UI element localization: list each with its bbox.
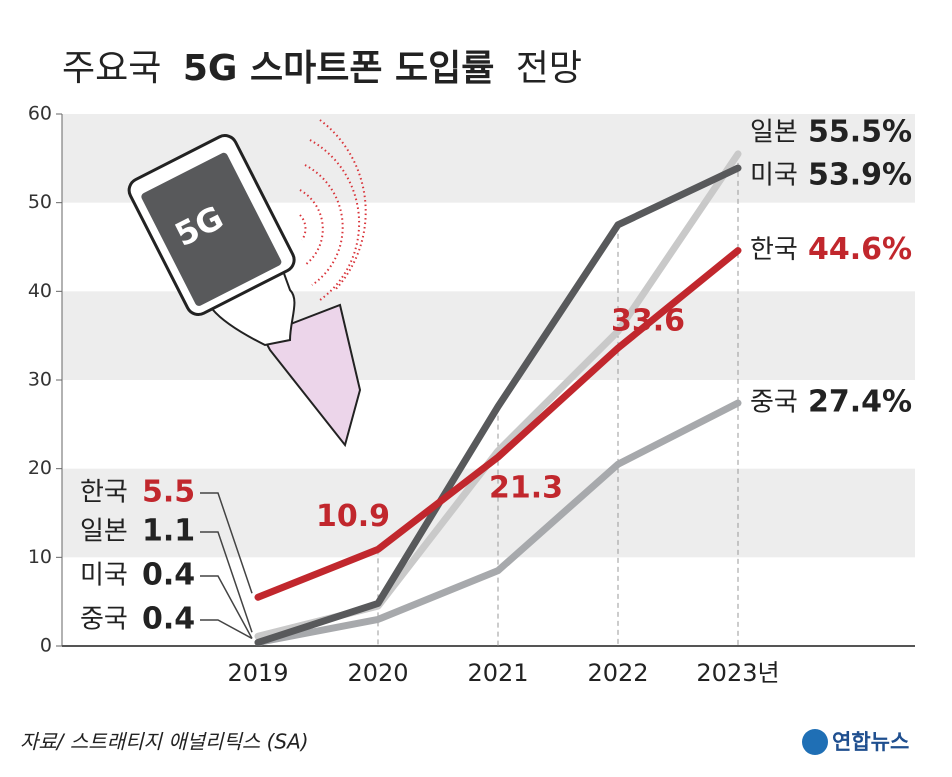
y-tick-label: 40 [28, 280, 52, 302]
legend-label: 중국 [80, 605, 128, 635]
legend-label: 중국 [750, 388, 798, 418]
logo-mark [802, 729, 828, 755]
data-label: 10.9 [316, 499, 390, 534]
y-tick-label: 10 [28, 546, 52, 568]
x-tick-label: 2022 [587, 659, 648, 687]
legend-label: 일본 [750, 117, 798, 147]
line [254, 247, 742, 601]
x-tick-label: 2021 [467, 659, 528, 687]
x-tick-label: 2023년 [696, 659, 779, 687]
data-label: 33.6 [611, 304, 685, 339]
y-tick-label: 0 [40, 635, 52, 657]
phone-screen [141, 152, 282, 306]
title-prefix: 주요국 [62, 48, 161, 89]
plot: 한국 5.5 한국 44.6% 10.9 21.3 33.6 일본 1.1 일본 55.5% 미국 0.… [80, 114, 912, 646]
data-label: 21.3 [489, 471, 563, 506]
data-label: 0.4 [142, 602, 195, 637]
legend-label: 일본 [80, 517, 128, 547]
line [254, 164, 742, 646]
illustration: 5G [127, 119, 367, 448]
data-label: 53.9% [808, 158, 912, 193]
band [62, 468, 915, 558]
legend-label: 미국 [80, 561, 128, 591]
leader-line [200, 575, 253, 639]
leader-line [200, 492, 253, 594]
logo: 연합뉴스 [832, 730, 909, 754]
x-tick-label: 2019 [227, 659, 288, 687]
data-label: 55.5% [808, 114, 912, 149]
legend-label: 한국 [750, 235, 798, 265]
line [254, 399, 742, 646]
leader-line [200, 531, 253, 633]
legend-label: 한국 [80, 478, 128, 508]
data-label: 27.4% [808, 385, 912, 420]
data-label: 0.4 [142, 558, 195, 593]
legend-label: 미국 [750, 161, 798, 191]
chart-title: 주요국 5G 스마트폰 도입률 전망 [62, 48, 582, 89]
signal [299, 119, 367, 301]
data-label: 44.6% [808, 232, 912, 267]
y-tick-label: 60 [28, 103, 52, 125]
title-suffix: 전망 [516, 48, 582, 89]
title-main: 5G 스마트폰 도입률 [183, 48, 495, 89]
y-tick-label: 20 [28, 457, 52, 479]
x-tick-label: 2020 [347, 659, 408, 687]
leader-line [200, 619, 253, 640]
source: 자료/ 스트래티지 애널리틱스 (SA) [20, 730, 309, 754]
data-label: 1.1 [142, 514, 195, 549]
data-label: 5.5 [142, 475, 195, 510]
y-tick-label: 50 [28, 191, 52, 213]
y-tick-label: 30 [28, 369, 52, 391]
